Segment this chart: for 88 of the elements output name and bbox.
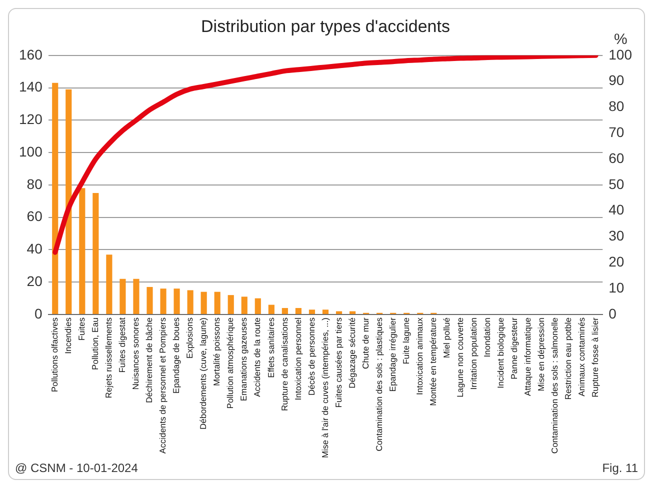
y-tick-label: 20 xyxy=(26,272,43,289)
x-tick-label: Miel pollué xyxy=(442,317,452,358)
bar xyxy=(92,193,99,314)
x-tick-label: Incendies xyxy=(62,317,73,354)
bar xyxy=(146,286,153,314)
y-tick-label: 80 xyxy=(26,176,43,192)
y2-tick-label: 10 xyxy=(608,279,624,296)
bar xyxy=(187,290,194,314)
bar xyxy=(174,288,180,314)
x-tick-label: Contamination des sols : salmonelle xyxy=(550,317,560,454)
bar xyxy=(308,310,316,314)
bar xyxy=(79,188,86,314)
x-tick-label: Déchirement de bâche xyxy=(144,317,154,404)
y2-tick-label: 70 xyxy=(608,124,624,140)
bar xyxy=(214,292,220,314)
bar xyxy=(268,304,274,314)
bar xyxy=(241,296,248,314)
y2-tick-label: 100 xyxy=(608,46,632,62)
y2-tick-label: 90 xyxy=(608,72,624,88)
x-tick-label: Incident biologique xyxy=(496,317,506,388)
x-tick-label: Rejets ruissellements xyxy=(104,317,114,398)
bar xyxy=(349,311,356,314)
bar xyxy=(254,298,261,314)
y-tick-label: 140 xyxy=(19,78,43,95)
y2-tick-label: 60 xyxy=(608,150,624,166)
x-tick-label: Accidents de la route xyxy=(252,317,262,397)
x-tick-label: Panne digesteur xyxy=(509,317,520,380)
y-tick-label: 0 xyxy=(34,305,43,322)
y2-tick-label: 0 xyxy=(608,305,617,322)
bar xyxy=(200,292,207,314)
x-tick-label: Pollutions olfactives xyxy=(49,317,60,392)
bar xyxy=(336,311,342,314)
x-tick-label: Explosions xyxy=(184,317,195,359)
y-tick-label: 40 xyxy=(26,240,43,257)
y-tick-label: 100 xyxy=(19,143,43,160)
x-tick-label: Mise en dépression xyxy=(536,317,546,392)
x-tick-label: Fuite lagune xyxy=(400,317,411,364)
x-tick-label: Pollution atmosphérique xyxy=(225,317,236,409)
bar xyxy=(228,295,234,314)
x-tick-label: Pollution, Eau xyxy=(90,317,100,370)
bar xyxy=(120,278,126,314)
y2-tick-label: 20 xyxy=(608,254,624,270)
x-tick-label: Rupture fosse à lisier xyxy=(590,317,600,398)
bar xyxy=(106,254,112,314)
bar xyxy=(160,288,166,314)
chart-title: Distribution par types d'accidents xyxy=(201,16,450,36)
y-tick-label: 120 xyxy=(19,111,43,128)
y-tick-label: 160 xyxy=(19,46,43,62)
y-tick-label: 60 xyxy=(26,208,43,224)
x-tick-label: Inondation xyxy=(482,317,492,358)
x-tick-label: Mise à l'air de cuves (intempéries, ...) xyxy=(320,317,330,458)
x-tick-label: Décès de personnes xyxy=(306,317,316,396)
x-tick-label: Intoxication personnel xyxy=(292,317,303,400)
x-tick-label: Contamination des sols : plastiques xyxy=(374,317,384,452)
bar xyxy=(133,278,140,314)
x-tick-label: Nuisances sonores xyxy=(130,317,141,390)
x-tick-label: Restriction eau potble xyxy=(563,317,574,400)
x-tick-label: Effets sanitaires xyxy=(266,317,276,378)
text: @ CSNM - 10-01-2024 xyxy=(15,461,138,475)
x-tick-label: Epandage irrégulier xyxy=(387,317,398,392)
x-tick-label: Débordements (cuve, lagune) xyxy=(198,317,208,430)
x-tick-label: Emanations gazeuses xyxy=(238,317,249,402)
y2-tick-label: 40 xyxy=(608,202,624,218)
x-tick-label: Lagune non couverte xyxy=(455,317,466,398)
x-tick-label: Dégazage sécurité xyxy=(346,317,357,388)
x-tick-label: Accidents de personnel et Pompiers xyxy=(158,317,168,454)
x-tick-label: Fuites causées par tiers xyxy=(333,317,344,408)
x-tick-label: Attaque informatique xyxy=(522,317,533,396)
bar xyxy=(66,89,72,314)
y2-tick-label: 30 xyxy=(608,228,624,244)
x-tick-label: Animaux contaminés xyxy=(576,317,587,396)
x-tick-label: Rupture de canalisations xyxy=(279,317,290,412)
x-tick-label: Epandage de boues xyxy=(171,317,182,394)
bar xyxy=(295,308,302,314)
x-tick-label: Irritation population xyxy=(468,317,479,390)
x-tick-label: Fuites digestat xyxy=(117,316,128,373)
y2-tick-label: 80 xyxy=(608,98,624,114)
x-tick-label: Montée en température xyxy=(428,317,438,406)
y2-axis-title: % xyxy=(614,31,628,48)
bar xyxy=(282,308,288,314)
y2-tick-label: 50 xyxy=(608,176,624,192)
bar xyxy=(52,82,58,314)
caption: Fig. 11 xyxy=(602,461,638,475)
x-tick-label: Chute de mur xyxy=(360,317,370,369)
x-tick-label: Mortalité poissons xyxy=(212,317,222,386)
bar xyxy=(322,310,329,314)
x-tick-label: Intoxication animaux xyxy=(414,316,424,395)
x-tick-label: Fuites xyxy=(76,317,86,341)
